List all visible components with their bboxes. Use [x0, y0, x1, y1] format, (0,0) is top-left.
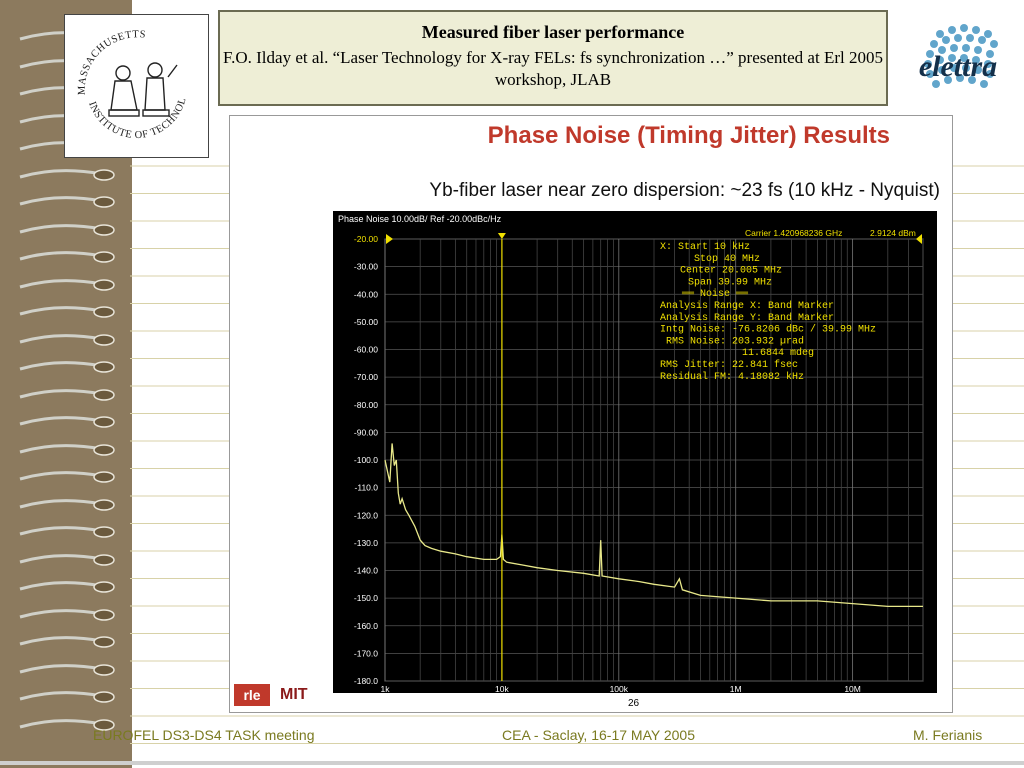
- readout-line: Span 39.99 MHz: [688, 277, 772, 288]
- header-title: Measured fiber laser performance: [421, 22, 685, 42]
- spiral-ring: [19, 278, 115, 291]
- x-tick-label: 10M: [844, 684, 861, 694]
- elettra-logo: elettra: [900, 12, 1012, 108]
- page-number: 26: [628, 698, 640, 709]
- readout-line: Center 20.005 MHz: [680, 266, 782, 277]
- readout-line: RMS Noise: 203.932 µrad: [666, 335, 804, 347]
- instrument-frame: [333, 211, 937, 693]
- spiral-ring: [19, 691, 115, 703]
- spiral-ring: [19, 663, 115, 676]
- y-tick-label: -40.00: [354, 289, 378, 299]
- spiral-ring: [19, 498, 115, 511]
- readout-line: Analysis Range Y: Band Marker: [660, 312, 834, 324]
- svg-text:MASSACHUSETTS: MASSACHUSETTS: [77, 29, 147, 95]
- spiral-ring: [19, 333, 115, 346]
- y-tick-label: -50.00: [354, 317, 378, 327]
- elettra-wordmark: elettra: [919, 50, 997, 83]
- readout-line: Intg Noise: -76.8206 dBc / 39.99 MHz: [660, 324, 876, 336]
- spiral-ring: [19, 416, 115, 428]
- y-tick-label: -170.0: [354, 648, 378, 658]
- readout-line: 11.6844 mdeg: [742, 347, 814, 359]
- readout-line: ══ Noise ══: [681, 288, 749, 300]
- readout-line: RMS Jitter: 22.841 fsec: [660, 359, 798, 371]
- x-tick-label: 1k: [381, 684, 391, 694]
- readout-line: X: Start 10 kHz: [660, 241, 750, 253]
- y-tick-label: -70.00: [354, 372, 378, 382]
- y-tick-label: -120.0: [354, 510, 378, 520]
- y-tick-label: -110.0: [355, 483, 379, 493]
- right-marker-arrow: [916, 234, 922, 244]
- rle-logo: rle: [234, 684, 270, 706]
- y-tick-label: -160.0: [354, 621, 378, 631]
- readout-line: Analysis Range X: Band Marker: [660, 300, 834, 312]
- rle-logo-text: rle: [243, 687, 261, 703]
- x-tick-label: 1M: [730, 684, 742, 694]
- spiral-ring: [19, 443, 115, 456]
- slide-title: Phase Noise (Timing Jitter) Results: [487, 122, 890, 149]
- y-tick-label: -30.00: [354, 262, 378, 272]
- slide-subtitle: Yb-fiber laser near zero dispersion: ~23…: [429, 180, 940, 201]
- spiral-ring: [19, 636, 115, 648]
- spiral-ring: [19, 388, 115, 401]
- footer-right: M. Ferianis: [913, 727, 983, 743]
- carrier-label: Carrier 1.420968236 GHz: [745, 228, 842, 238]
- spiral-ring: [19, 581, 115, 593]
- y-tick-label: -130.0: [354, 538, 378, 548]
- y-tick-label: -90.00: [354, 427, 378, 437]
- y-tick-label: -150.0: [354, 593, 378, 603]
- slide-panel: Phase Noise (Timing Jitter) Results Yb-f…: [229, 115, 953, 713]
- phase-noise-chart: Phase Noise 10.00dB/ Ref -20.00dBc/Hz Ca…: [333, 211, 937, 709]
- mit-small-logo: MIT: [280, 684, 320, 706]
- y-tick-label: -180.0: [354, 676, 378, 686]
- y-tick-label: -140.0: [354, 566, 378, 576]
- spiral-ring: [19, 251, 115, 263]
- spiral-ring: [19, 168, 115, 181]
- footer-center: CEA - Saclay, 16-17 MAY 2005: [502, 727, 695, 743]
- chart-title: Phase Noise 10.00dB/ Ref -20.00dBc/Hz: [338, 214, 502, 224]
- spiral-ring: [19, 526, 115, 538]
- mit-seal-logo: MASSACHUSETTS INSTITUTE OF TECHNOLOGY: [61, 7, 209, 158]
- header-box: Measured fiber laser performance F.O. Il…: [218, 10, 888, 106]
- spiral-ring: [19, 196, 115, 208]
- footer-rule: [0, 761, 1024, 765]
- carrier-power: 2.9124 dBm: [870, 228, 916, 238]
- spiral-ring: [19, 718, 115, 731]
- phase-noise-trace: [384, 443, 923, 608]
- y-tick-label: -60.00: [354, 345, 378, 355]
- y-tick-label: -80.00: [354, 400, 378, 410]
- mit-small-logo-text: MIT: [280, 686, 308, 703]
- y-tick-label: -100.0: [354, 455, 378, 465]
- spiral-ring: [19, 223, 115, 236]
- y-tick-label: -20.00: [354, 234, 378, 244]
- readout-line: Residual FM: 4.18082 kHz: [660, 371, 804, 383]
- header-citation: F.O. Ilday et al. “Laser Technology for …: [223, 48, 883, 89]
- spiral-ring: [19, 471, 115, 483]
- band-marker-arrow: [497, 233, 506, 239]
- x-tick-label: 10k: [495, 684, 509, 694]
- spiral-ring: [19, 306, 115, 318]
- spiral-ring: [19, 608, 115, 621]
- x-tick-label: 100k: [610, 684, 629, 694]
- footer-left: EUROFEL DS3-DS4 TASK meeting: [93, 727, 315, 743]
- readout-line: Stop 40 MHz: [694, 254, 760, 265]
- spiral-ring: [19, 553, 115, 566]
- ref-level-marker: [386, 234, 393, 244]
- spiral-ring: [19, 361, 115, 373]
